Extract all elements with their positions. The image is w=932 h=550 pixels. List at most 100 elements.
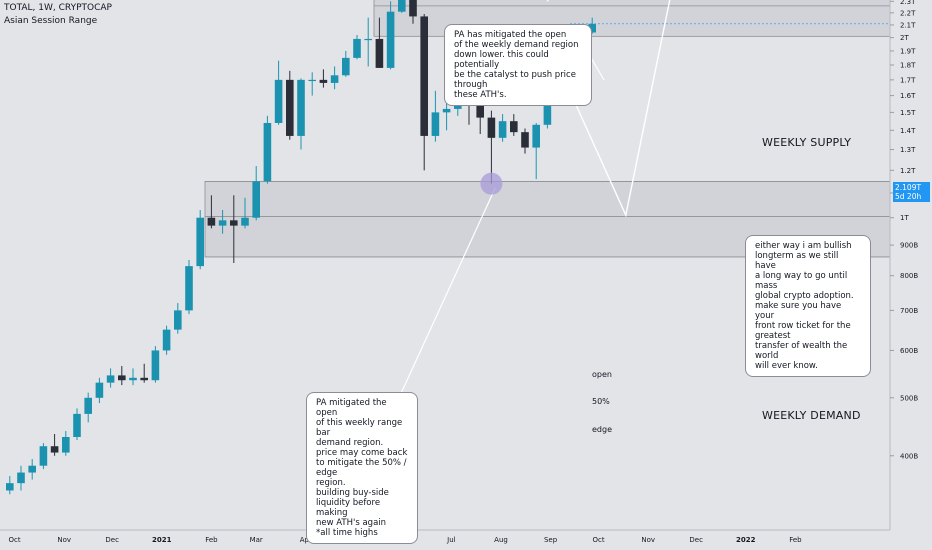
candle-body <box>162 329 171 351</box>
candles-layer <box>6 0 596 495</box>
price-tick-label: 1.2T <box>900 167 916 175</box>
candle-body <box>487 117 496 138</box>
candle-body <box>375 38 384 68</box>
price-tick-label: 900B <box>900 242 918 250</box>
candle-body <box>386 11 395 68</box>
candle-body <box>543 100 552 125</box>
candle-body <box>364 38 372 41</box>
candle-body <box>118 375 126 381</box>
price-tick-label: 1.6T <box>900 92 916 100</box>
candle-body <box>308 79 316 82</box>
time-tick-label: 2021 <box>152 536 172 544</box>
weekly-supply-label: WEEKLY SUPPLY <box>762 136 852 149</box>
candle-body <box>39 446 48 466</box>
candle-body <box>274 79 283 123</box>
candle-body <box>532 124 540 148</box>
mid-level-label: 50% <box>592 397 610 406</box>
candle-body <box>196 217 204 267</box>
candle-body <box>62 436 70 453</box>
candle-body <box>185 266 193 311</box>
indicator-label[interactable]: Asian Session Range <box>4 16 98 26</box>
weekly-demand-label: WEEKLY DEMAND <box>762 409 861 422</box>
candle-body <box>73 413 81 437</box>
chart-title: TOTAL, 1W, CRYPTOCAP <box>4 3 112 13</box>
time-tick-label: Dec <box>105 536 119 544</box>
candle-body <box>230 220 238 226</box>
price-tick-label: 1.4T <box>900 127 916 135</box>
time-tick-label: Jul <box>446 536 456 544</box>
candle-body <box>263 122 272 182</box>
price-tick-label: 1.8T <box>900 62 916 70</box>
candle-body <box>431 112 440 136</box>
current-price-value: 2.109T <box>895 183 922 192</box>
mitigation-marker <box>480 172 503 195</box>
price-tick-label: 2.1T <box>900 21 916 29</box>
price-tick-label: 700B <box>900 307 918 315</box>
candle-body <box>218 220 227 226</box>
time-tick-label: Oct <box>593 536 605 544</box>
note-bottom-pointer <box>397 187 496 401</box>
candle-body <box>588 23 596 33</box>
time-tick-label: Nov <box>641 536 655 544</box>
note-right[interactable]: either way i am bullish longterm as we s… <box>745 235 871 377</box>
candle-body <box>409 0 417 17</box>
candle-body <box>442 108 451 113</box>
current-price-tag: 2.109T 5d 20h <box>893 182 930 202</box>
price-tick-label: 2.2T <box>900 9 916 17</box>
time-tick-label: Dec <box>689 536 703 544</box>
open-level-label: open <box>592 370 612 379</box>
time-tick-label: Oct <box>9 536 21 544</box>
price-tick-label: 600B <box>900 347 918 355</box>
candle-body <box>398 0 406 12</box>
candle-body <box>151 350 160 381</box>
price-tick-label: 1.7T <box>900 76 916 84</box>
price-tick-label: 1T <box>900 214 909 222</box>
candle-body <box>342 57 350 76</box>
candle-body <box>50 446 59 453</box>
price-tick-label: 1.9T <box>900 47 916 55</box>
candle-body <box>6 483 14 491</box>
time-tick-label: Mar <box>250 536 263 544</box>
candle-body <box>330 75 339 83</box>
candle-body <box>174 310 182 330</box>
candle-body <box>95 382 104 398</box>
time-tick-label: 2022 <box>736 536 756 544</box>
candle-body <box>319 79 328 83</box>
candle-body <box>129 377 137 381</box>
candle-body <box>140 377 148 381</box>
price-tick-label: 1.5T <box>900 109 916 117</box>
time-tick-label: Feb <box>789 536 802 544</box>
candle-body <box>476 97 484 118</box>
note-bottom[interactable]: PA mitigated the open of this weekly ran… <box>306 392 418 544</box>
candle-body <box>297 79 305 136</box>
note-top-pointer <box>589 55 605 81</box>
candle-body <box>498 121 507 138</box>
candle-body <box>106 375 115 383</box>
price-tick-label: 400B <box>900 452 918 460</box>
candle-body <box>28 465 36 473</box>
time-tick-label: Apr <box>300 536 312 544</box>
note-top[interactable]: PA has mitigated the open of the weekly … <box>444 24 592 106</box>
bar-countdown: 5d 20h <box>895 192 922 201</box>
time-tick-label: Nov <box>57 536 71 544</box>
candle-body <box>207 217 216 226</box>
candle-body <box>521 132 529 148</box>
price-tick-label: 1.3T <box>900 146 916 154</box>
edge-level-label: edge <box>592 425 612 434</box>
time-tick-label: Aug <box>494 536 508 544</box>
candle-body <box>353 38 361 58</box>
price-tick-label: 500B <box>900 394 918 402</box>
price-tick-label: 2.3T <box>900 0 916 6</box>
candle-body <box>510 121 518 133</box>
price-tick-label: 2T <box>900 34 909 42</box>
candle-body <box>241 217 249 226</box>
candle-body <box>84 397 92 414</box>
candle-body <box>420 16 428 136</box>
candle-body <box>286 79 294 136</box>
candle-body <box>252 181 260 218</box>
time-tick-label: Sep <box>544 536 558 544</box>
candle-body <box>17 472 25 484</box>
price-tick-label: 800B <box>900 272 918 280</box>
price-axis: 3T2.9T2.8T2.7T2.6T2.5T2.4T2.3T2.2T2.1T2T… <box>570 0 918 460</box>
time-tick-label: Feb <box>205 536 218 544</box>
